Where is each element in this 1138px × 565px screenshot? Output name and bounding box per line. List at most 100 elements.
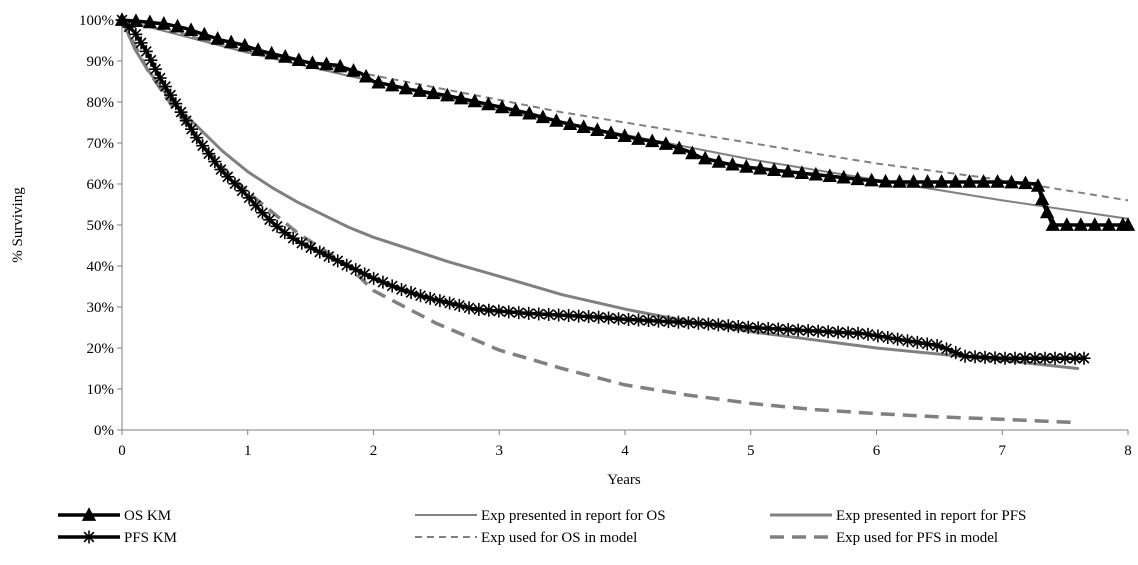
triangle-marker xyxy=(264,45,279,60)
triangle-marker xyxy=(494,99,510,114)
star-marker xyxy=(482,303,496,317)
triangle-marker xyxy=(1073,217,1088,231)
triangle-marker xyxy=(1120,217,1136,231)
triangle-marker xyxy=(920,174,935,188)
x-tick-label: 2 xyxy=(370,443,378,459)
y-tick-label: 10% xyxy=(87,382,115,398)
x-tick-label: 8 xyxy=(1124,443,1132,459)
legend-label: Exp used for OS in model xyxy=(481,530,637,546)
x-tick-label: 4 xyxy=(621,443,629,459)
triangle-marker xyxy=(1004,174,1019,189)
triangle-marker xyxy=(358,68,374,83)
triangle-marker xyxy=(170,18,185,33)
triangle-marker xyxy=(398,80,414,95)
triangle-marker xyxy=(183,22,199,37)
star-marker xyxy=(196,139,210,153)
triangle-marker xyxy=(766,162,782,176)
star-marker xyxy=(871,329,885,343)
star-marker xyxy=(443,296,457,310)
triangle-marker xyxy=(522,105,537,120)
star-marker xyxy=(385,279,399,293)
star-marker xyxy=(433,294,447,308)
triangle-marker xyxy=(1045,217,1060,231)
triangle-marker xyxy=(711,154,726,168)
triangle-marker xyxy=(685,145,700,160)
star-marker xyxy=(278,226,292,240)
star-marker xyxy=(958,349,972,363)
triangle-marker xyxy=(426,85,441,100)
legend-item: Exp used for PFS in model xyxy=(770,530,998,546)
y-tick-label: 30% xyxy=(87,300,115,316)
triangle-marker xyxy=(631,131,646,145)
triangle-marker xyxy=(319,56,334,71)
triangle-marker xyxy=(576,119,591,134)
y-tick-label: 100% xyxy=(79,13,114,29)
star-marker xyxy=(414,289,428,303)
star-marker xyxy=(214,163,228,177)
star-marker xyxy=(781,323,795,337)
x-tick-label: 0 xyxy=(118,443,126,459)
triangle-marker xyxy=(535,109,551,124)
triangle-marker xyxy=(562,116,578,131)
triangle-marker xyxy=(453,90,469,105)
series-line xyxy=(120,19,1078,425)
x-tick-label: 5 xyxy=(747,443,755,459)
star-marker xyxy=(881,331,895,345)
y-axis-title: % Surviving xyxy=(10,187,26,263)
triangle-marker xyxy=(725,156,740,171)
triangle-marker xyxy=(962,174,977,188)
triangle-marker xyxy=(156,16,171,30)
legend-item: Exp presented in report for OS xyxy=(415,508,666,524)
triangle-marker xyxy=(698,150,713,165)
triangle-marker xyxy=(1039,204,1055,219)
triangle-marker xyxy=(333,58,348,73)
star-marker xyxy=(462,301,476,315)
triangle-marker xyxy=(976,174,991,188)
triangle-marker xyxy=(250,42,266,56)
x-tick-label: 6 xyxy=(873,443,881,459)
star-marker xyxy=(208,155,222,169)
triangle-marker xyxy=(142,14,158,29)
y-tick-label: 20% xyxy=(87,341,115,357)
star-marker xyxy=(851,326,865,340)
star-marker xyxy=(134,36,148,50)
star-marker xyxy=(701,317,715,331)
star-marker xyxy=(711,318,725,332)
series-line xyxy=(121,19,1129,202)
triangle-marker xyxy=(753,160,768,175)
star-marker xyxy=(949,346,963,360)
star-marker xyxy=(1058,351,1072,365)
y-tick-label: 50% xyxy=(87,218,115,234)
star-marker xyxy=(139,44,153,58)
triangle-marker xyxy=(808,166,824,181)
x-tick-label: 1 xyxy=(244,443,252,459)
triangle-marker xyxy=(794,165,810,180)
triangle-marker xyxy=(481,96,496,111)
triangle-marker xyxy=(210,31,225,45)
star-marker xyxy=(721,319,735,333)
star-marker xyxy=(122,20,136,34)
star-marker xyxy=(821,325,835,339)
star-marker xyxy=(602,311,616,325)
star-marker xyxy=(423,291,437,305)
star-marker xyxy=(404,286,418,300)
triangle-marker xyxy=(385,77,400,92)
triangle-marker xyxy=(948,174,963,188)
y-ticks: 0% 10% 20% 30% 40% 50% 60% 70% 80% 90% 100% xyxy=(79,13,122,439)
star-marker xyxy=(1077,351,1091,365)
triangle-marker xyxy=(780,163,796,178)
triangle-marker xyxy=(603,125,619,139)
triangle-marker xyxy=(864,172,879,187)
legend-label: PFS KM xyxy=(124,530,177,546)
legend-item: PFS KM xyxy=(58,530,177,546)
series-layer xyxy=(114,12,1136,425)
triangle-marker xyxy=(1059,217,1074,231)
star-marker xyxy=(988,351,1002,365)
legend-label: Exp presented in report for OS xyxy=(481,508,666,524)
star-marker xyxy=(295,236,309,250)
star-marker xyxy=(304,241,318,255)
y-tick-label: 60% xyxy=(87,177,115,193)
x-tick-label: 7 xyxy=(999,443,1007,459)
triangle-marker xyxy=(371,74,386,89)
star-marker xyxy=(82,530,96,544)
